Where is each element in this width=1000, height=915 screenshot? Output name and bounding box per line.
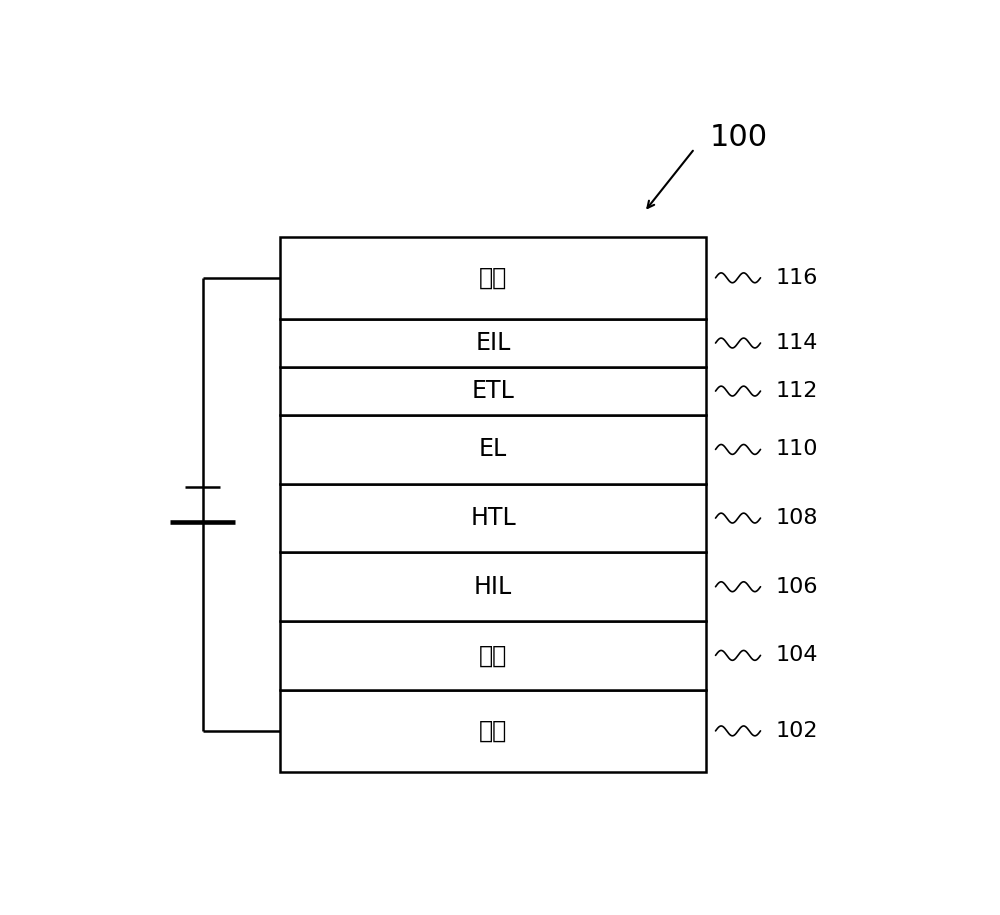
Bar [280, 553, 706, 621]
Text: HTL: HTL [470, 506, 516, 530]
Text: 108: 108 [776, 508, 818, 528]
Text: 110: 110 [776, 439, 818, 459]
Text: ETL: ETL [472, 379, 515, 404]
Bar [280, 415, 706, 484]
Bar [280, 484, 706, 553]
Bar [280, 367, 706, 415]
Text: 104: 104 [776, 645, 818, 665]
Text: 阴极: 阴极 [479, 266, 507, 290]
Text: 112: 112 [776, 381, 818, 401]
Bar [280, 237, 706, 319]
Bar [280, 690, 706, 772]
Text: EIL: EIL [475, 331, 511, 355]
Text: 114: 114 [776, 333, 818, 353]
Text: 100: 100 [710, 124, 768, 153]
Text: 102: 102 [776, 721, 818, 741]
Bar [280, 621, 706, 690]
Text: HIL: HIL [474, 575, 512, 598]
Text: 116: 116 [776, 268, 818, 288]
Text: 基板: 基板 [479, 719, 507, 743]
Text: 阳极: 阳极 [479, 643, 507, 667]
Text: EL: EL [479, 437, 507, 461]
Bar [280, 319, 706, 367]
Text: 106: 106 [776, 576, 818, 597]
